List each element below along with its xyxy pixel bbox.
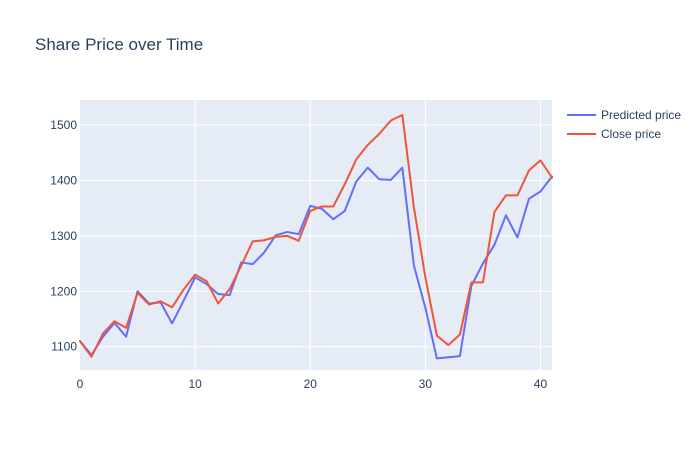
legend-label: Close price xyxy=(601,127,661,141)
x-axis-ticks: 0 10 20 30 40 xyxy=(77,377,548,391)
y-tick-label: 1400 xyxy=(50,173,77,187)
legend-item-close-price[interactable]: Close price xyxy=(567,127,661,141)
legend-item-predicted-price[interactable]: Predicted price xyxy=(567,108,681,122)
y-axis-ticks: 1100 1200 1300 1400 1500 xyxy=(50,118,77,354)
gridlines xyxy=(80,100,552,370)
y-tick-label: 1500 xyxy=(50,118,77,132)
x-tick-label: 40 xyxy=(534,377,548,391)
x-tick-label: 30 xyxy=(419,377,433,391)
x-tick-label: 0 xyxy=(77,377,84,391)
chart-title: Share Price over Time xyxy=(35,35,203,54)
y-tick-label: 1300 xyxy=(50,229,77,243)
legend[interactable]: Predicted price Close price xyxy=(567,108,681,141)
series-lines xyxy=(79,113,553,360)
y-tick-label: 1100 xyxy=(51,340,77,354)
close-price-line xyxy=(79,113,553,358)
x-tick-label: 10 xyxy=(188,377,202,391)
legend-label: Predicted price xyxy=(601,108,681,122)
x-tick-label: 20 xyxy=(304,377,318,391)
y-tick-label: 1200 xyxy=(50,284,77,298)
plot-area xyxy=(80,100,552,370)
